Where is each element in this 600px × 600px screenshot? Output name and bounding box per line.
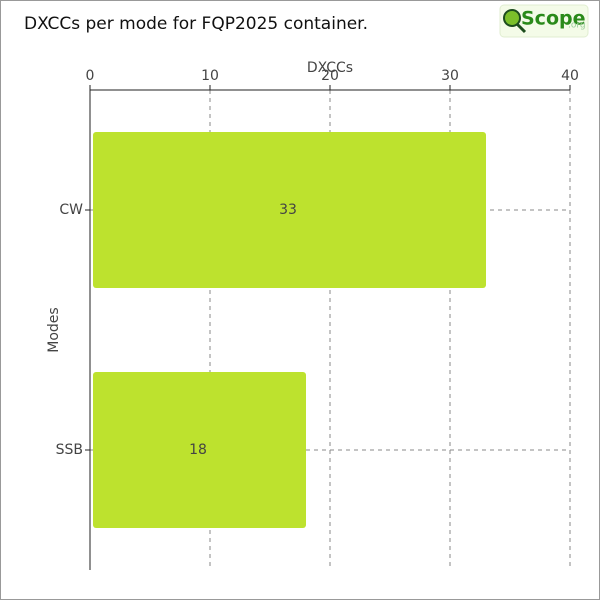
logo-text: Scope <box>521 8 586 30</box>
logo: Scope .org <box>499 4 589 38</box>
x-tick-label: 30 <box>441 68 459 84</box>
bar <box>93 132 486 288</box>
logo-handle <box>515 22 527 34</box>
y-tick-label: CW <box>59 202 83 218</box>
x-tick-label: 20 <box>321 68 339 84</box>
logo-suffix: .org <box>568 21 586 31</box>
value-label: 18 <box>189 442 207 458</box>
bar <box>93 372 306 528</box>
value-label: 33 <box>279 202 297 218</box>
chart-title: DXCCs per mode for FQP2025 container. <box>24 14 368 34</box>
logo-icon <box>503 9 521 27</box>
x-tick-label: 10 <box>201 68 219 84</box>
x-axis-label: DXCCs <box>307 60 353 76</box>
y-axis-label: Modes <box>46 307 62 352</box>
x-tick-label: 40 <box>561 68 579 84</box>
y-tick-label: SSB <box>56 442 83 458</box>
x-tick-label: 0 <box>86 68 95 84</box>
